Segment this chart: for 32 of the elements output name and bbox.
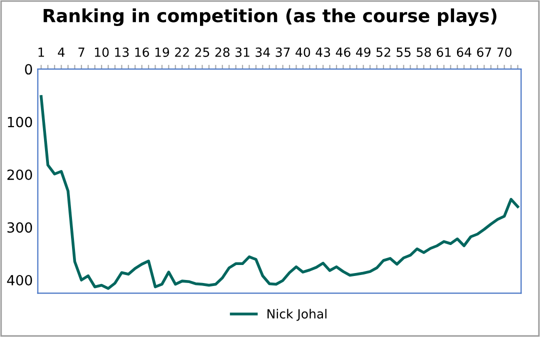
x-tick-label: 64	[456, 47, 472, 57]
x-tick-label: 22	[175, 47, 189, 57]
chart-title: Ranking in competition (as the course plays)	[44, 8, 496, 26]
x-tick-label: 28	[215, 47, 230, 57]
y-tick-label: 300	[7, 222, 32, 233]
x-tick-label: 67	[477, 47, 492, 57]
x-tick-label: 31	[236, 47, 250, 57]
x-tick-label: 52	[376, 47, 390, 57]
y-tick-label: 100	[8, 116, 32, 128]
x-tick-label: 34	[256, 47, 270, 57]
y-tick-label: 200	[7, 170, 32, 180]
x-tick-label: 40	[296, 47, 310, 57]
x-tick-label: 25	[195, 47, 210, 57]
x-tick-label: 46	[336, 47, 350, 57]
x-tick-label: 4	[58, 48, 65, 57]
x-tick-label: 7	[78, 48, 84, 57]
legend-label: Nick Johal	[268, 308, 326, 321]
x-tick-label: 19	[155, 47, 170, 57]
x-tick-label: 61	[436, 47, 451, 57]
line-series	[40, 95, 520, 290]
x-tick-label: 43	[316, 47, 330, 57]
x-tick-label: 1	[38, 48, 44, 57]
x-tick-label: 13	[115, 47, 129, 57]
y-tick-label: 0	[25, 64, 32, 75]
y-tick-label: 400	[7, 274, 32, 286]
x-tick-label: 55	[396, 48, 410, 57]
x-tick-label: 37	[276, 47, 290, 57]
x-tick-label: 16	[135, 47, 150, 57]
x-tick-label: 70	[497, 47, 512, 57]
x-tick-label: 58	[416, 47, 431, 57]
x-tick-label: 49	[356, 47, 370, 57]
x-tick-label: 10	[94, 47, 109, 57]
